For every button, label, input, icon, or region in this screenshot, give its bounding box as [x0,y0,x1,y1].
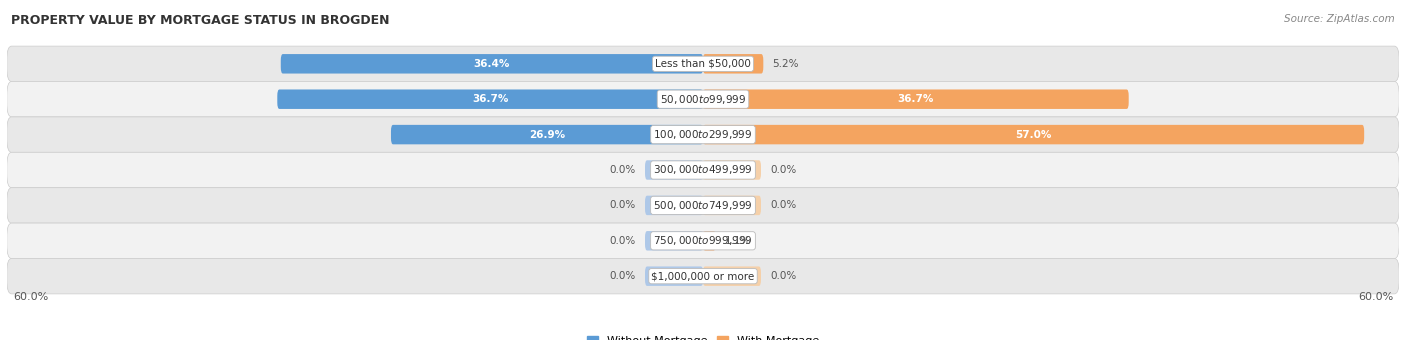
Text: PROPERTY VALUE BY MORTGAGE STATUS IN BROGDEN: PROPERTY VALUE BY MORTGAGE STATUS IN BRO… [11,14,389,27]
Text: 0.0%: 0.0% [770,200,797,210]
Text: 60.0%: 60.0% [1358,292,1393,303]
Legend: Without Mortgage, With Mortgage: Without Mortgage, With Mortgage [582,332,824,340]
FancyBboxPatch shape [645,267,703,286]
FancyBboxPatch shape [703,231,716,251]
FancyBboxPatch shape [7,82,1399,117]
FancyBboxPatch shape [645,195,703,215]
FancyBboxPatch shape [645,160,703,180]
Text: 36.7%: 36.7% [472,94,509,104]
FancyBboxPatch shape [703,125,1364,144]
Text: $750,000 to $999,999: $750,000 to $999,999 [654,234,752,247]
Text: 57.0%: 57.0% [1015,130,1052,140]
FancyBboxPatch shape [7,46,1399,82]
FancyBboxPatch shape [703,267,761,286]
Text: $300,000 to $499,999: $300,000 to $499,999 [654,164,752,176]
Text: $1,000,000 or more: $1,000,000 or more [651,271,755,281]
Text: 0.0%: 0.0% [609,236,636,246]
FancyBboxPatch shape [277,89,703,109]
FancyBboxPatch shape [703,54,763,73]
Text: $500,000 to $749,999: $500,000 to $749,999 [654,199,752,212]
Text: 0.0%: 0.0% [770,271,797,281]
Text: Less than $50,000: Less than $50,000 [655,59,751,69]
FancyBboxPatch shape [7,152,1399,188]
FancyBboxPatch shape [391,125,703,144]
Text: $100,000 to $299,999: $100,000 to $299,999 [654,128,752,141]
FancyBboxPatch shape [703,160,761,180]
FancyBboxPatch shape [7,258,1399,294]
Text: $50,000 to $99,999: $50,000 to $99,999 [659,93,747,106]
FancyBboxPatch shape [645,231,703,251]
FancyBboxPatch shape [7,117,1399,152]
Text: 36.7%: 36.7% [897,94,934,104]
Text: 0.0%: 0.0% [609,200,636,210]
FancyBboxPatch shape [7,223,1399,258]
Text: 60.0%: 60.0% [13,292,48,303]
Text: 0.0%: 0.0% [609,271,636,281]
Text: Source: ZipAtlas.com: Source: ZipAtlas.com [1284,14,1395,23]
Text: 0.0%: 0.0% [609,165,636,175]
FancyBboxPatch shape [7,188,1399,223]
FancyBboxPatch shape [703,89,1129,109]
FancyBboxPatch shape [281,54,703,73]
Text: 26.9%: 26.9% [529,130,565,140]
FancyBboxPatch shape [703,195,761,215]
Text: 0.0%: 0.0% [770,165,797,175]
Text: 5.2%: 5.2% [773,59,799,69]
Text: 1.1%: 1.1% [725,236,752,246]
Text: 36.4%: 36.4% [474,59,510,69]
